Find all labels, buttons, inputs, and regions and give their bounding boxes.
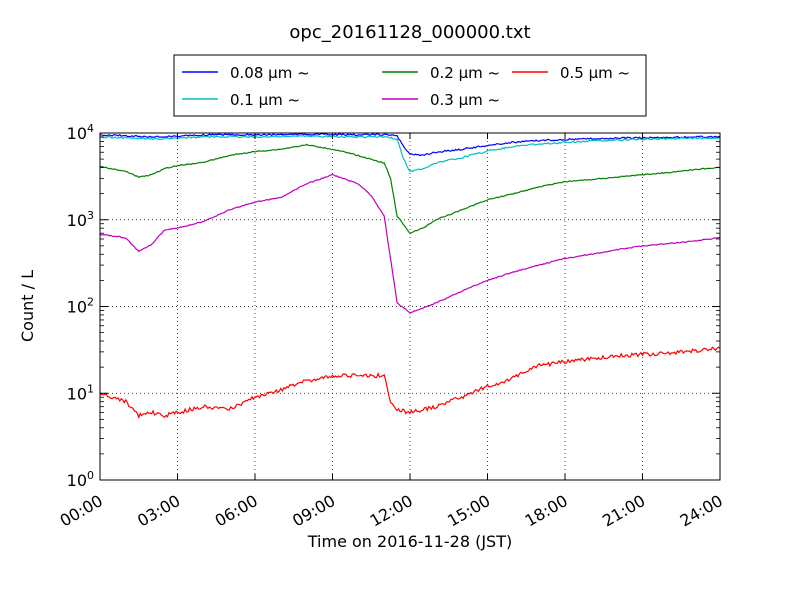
y-tick-label: 100 — [67, 469, 94, 490]
x-tick-label: 15:00 — [444, 491, 493, 531]
legend: 0.08 μm ~ 0.1 μm ~ 0.2 μm ~ 0.3 μm ~ 0.5 μm … — [173, 54, 647, 117]
x-tick-label: 21:00 — [599, 491, 648, 531]
y-tick-label: 101 — [67, 382, 94, 403]
legend-label: 0.3 μm ~ — [430, 91, 500, 109]
legend-label: 0.5 μm ~ — [560, 64, 630, 82]
x-tick-label: 03:00 — [134, 491, 183, 531]
x-axis-label: Time on 2016-11-28 (JST) — [307, 532, 512, 551]
x-tick-label: 12:00 — [367, 491, 416, 531]
series-line — [99, 173, 721, 314]
y-tick-labels: 100 101 102 103 104 — [67, 122, 94, 490]
x-tick-label: 24:00 — [677, 491, 726, 531]
legend-label: 0.08 μm ~ — [230, 64, 310, 82]
ticks — [99, 132, 721, 481]
grid — [100, 133, 720, 480]
series-line — [99, 134, 721, 173]
y-tick-label: 104 — [67, 122, 94, 143]
y-tick-label: 102 — [67, 296, 94, 317]
series-line — [99, 143, 720, 235]
legend-label: 0.1 μm ~ — [230, 91, 300, 109]
legend-label: 0.2 μm ~ — [430, 64, 500, 82]
x-tick-label: 18:00 — [522, 491, 571, 531]
x-tick-label: 00:00 — [57, 491, 106, 531]
series-line — [99, 346, 721, 420]
chart-title: opc_20161128_000000.txt — [289, 22, 530, 43]
legend-box — [173, 54, 647, 117]
y-axis-label: Count / L — [18, 270, 37, 342]
y-tick-label: 103 — [67, 209, 94, 230]
x-tick-label: 06:00 — [212, 491, 261, 531]
x-tick-label: 09:00 — [289, 491, 338, 531]
series-layer — [99, 132, 721, 420]
series-line — [99, 132, 720, 157]
x-tick-labels: 00:00 03:00 06:00 09:00 12:00 15:00 18:00 21:00… — [57, 491, 726, 531]
